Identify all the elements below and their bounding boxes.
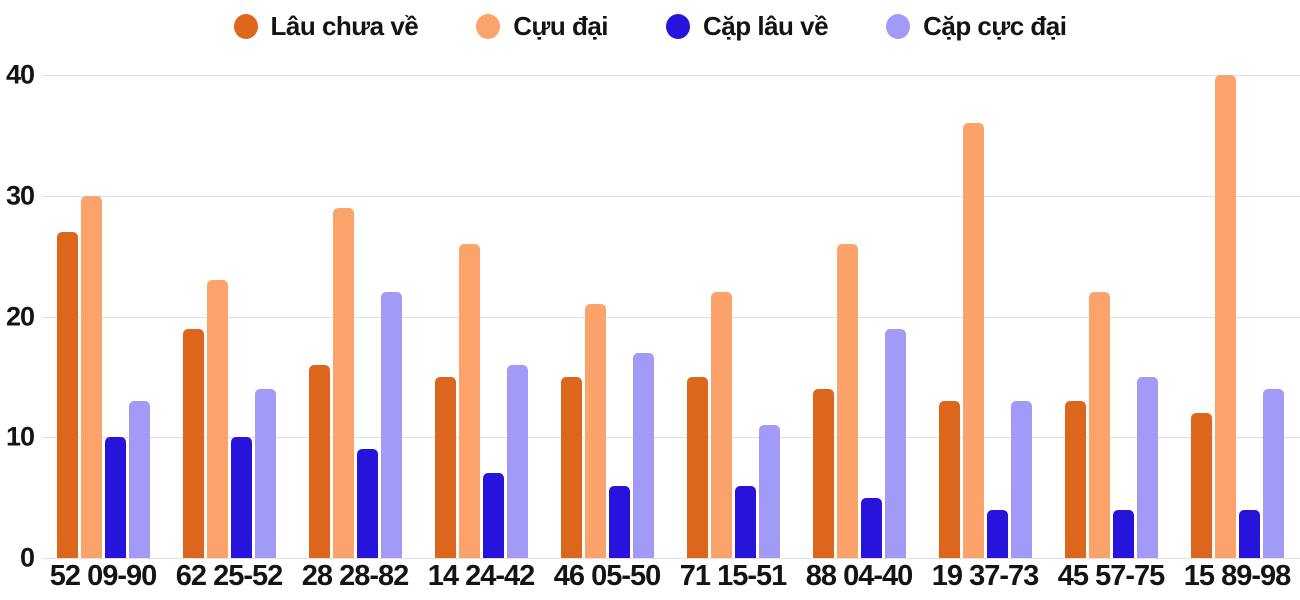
bar-cặp-lâu-về xyxy=(1112,509,1134,558)
bar-cặp-lâu-về xyxy=(230,437,252,558)
legend-label: Cặp cực đại xyxy=(923,10,1067,41)
bar-cặp-cực-đại xyxy=(632,352,654,558)
x-axis-category-label: 71 15-51 xyxy=(679,560,788,592)
bar-cựu-đại xyxy=(80,195,102,558)
bar-cặp-cực-đại xyxy=(380,292,402,558)
bar-cặp-cực-đại xyxy=(506,364,528,558)
bar-lâu-chưa-về xyxy=(938,401,960,558)
bar-cặp-cực-đại xyxy=(1010,401,1032,558)
legend-marker-icon xyxy=(666,13,691,39)
y-axis-tick-label: 10 xyxy=(5,421,35,452)
x-axis: 52 09-90 62 25-52 28 28-82 14 24-42 46 05-50… xyxy=(40,562,1300,591)
bar-groups xyxy=(40,75,1300,558)
bar-cặp-cực-đại xyxy=(884,328,906,558)
bar-group xyxy=(418,75,544,558)
legend-item: Lâu chưa về xyxy=(233,10,419,42)
legend-marker-icon xyxy=(233,13,258,39)
x-axis-category-label: 62 25-52 xyxy=(175,560,284,592)
y-axis: 0 10 20 30 40 xyxy=(0,61,35,571)
legend-marker-icon xyxy=(886,13,911,39)
legend-label: Cặp lâu về xyxy=(703,10,829,41)
legend-marker-icon xyxy=(476,13,501,39)
bar-cựu-đại xyxy=(206,280,228,558)
plot-area xyxy=(40,75,1300,559)
bar-cặp-lâu-về xyxy=(734,485,756,558)
bar-group xyxy=(796,75,922,558)
y-axis-tick-label: 30 xyxy=(5,180,35,211)
bar-cặp-cực-đại xyxy=(1136,376,1158,558)
legend-label: Lâu chưa về xyxy=(270,10,419,41)
x-axis-category-label: 46 05-50 xyxy=(553,560,662,592)
bar-cặp-lâu-về xyxy=(608,485,630,558)
bar-lâu-chưa-về xyxy=(434,376,456,558)
legend-item: Cặp lâu về xyxy=(666,10,829,42)
x-axis-category-label: 52 09-90 xyxy=(49,560,158,592)
bar-cựu-đại xyxy=(332,207,354,558)
gridline xyxy=(42,437,1300,439)
bar-cựu-đại xyxy=(1214,75,1236,558)
bar-lâu-chưa-về xyxy=(182,328,204,558)
bar-group xyxy=(922,75,1048,558)
bar-cặp-lâu-về xyxy=(356,449,378,558)
y-axis-tick-label: 0 xyxy=(19,542,35,573)
bar-cựu-đại xyxy=(1088,292,1110,558)
bar-lâu-chưa-về xyxy=(812,388,834,558)
x-axis-category-label: 28 28-82 xyxy=(301,560,410,592)
legend-item: Cặp cực đại xyxy=(886,10,1067,42)
gridline xyxy=(42,316,1300,318)
chart-legend: Lâu chưa về Cựu đại Cặp lâu về Cặp cực đại xyxy=(0,4,1300,48)
bar-lâu-chưa-về xyxy=(686,376,708,558)
gridline xyxy=(42,195,1300,197)
y-axis-tick-label: 40 xyxy=(5,59,35,90)
bar-group xyxy=(292,75,418,558)
bar-cặp-cực-đại xyxy=(128,401,150,558)
bar-lâu-chưa-về xyxy=(56,231,78,558)
bar-group xyxy=(40,75,166,558)
x-axis-category-label: 15 89-98 xyxy=(1183,560,1292,592)
legend-label: Cựu đại xyxy=(513,10,609,41)
x-axis-category-label: 88 04-40 xyxy=(805,560,914,592)
bar-lâu-chưa-về xyxy=(1190,413,1212,558)
bar-cựu-đại xyxy=(962,123,984,558)
bar-group xyxy=(1174,75,1300,558)
bar-cựu-đại xyxy=(584,304,606,558)
y-axis-tick-label: 20 xyxy=(5,301,35,331)
bar-cặp-cực-đại xyxy=(254,388,276,558)
x-axis-category-label: 14 24-42 xyxy=(427,560,536,592)
bar-cựu-đại xyxy=(458,244,480,558)
bar-group xyxy=(166,75,292,558)
bar-lâu-chưa-về xyxy=(308,364,330,558)
bar-cựu-đại xyxy=(710,292,732,558)
bar-group xyxy=(544,75,670,558)
bar-cặp-lâu-về xyxy=(860,497,882,558)
bar-lâu-chưa-về xyxy=(1064,401,1086,558)
bar-cặp-lâu-về xyxy=(482,473,504,558)
gridline xyxy=(42,558,1300,559)
gridline xyxy=(42,75,1300,76)
legend-item: Cựu đại xyxy=(476,10,609,42)
bar-cặp-lâu-về xyxy=(1238,509,1260,558)
bar-group xyxy=(670,75,796,558)
bar-cặp-lâu-về xyxy=(104,437,126,558)
bar-lâu-chưa-về xyxy=(560,376,582,558)
x-axis-category-label: 19 37-73 xyxy=(931,560,1040,592)
x-axis-category-label: 45 57-75 xyxy=(1057,560,1166,592)
bar-cặp-cực-đại xyxy=(1262,388,1284,558)
bar-group xyxy=(1048,75,1174,558)
bar-cựu-đại xyxy=(836,244,858,558)
bar-cặp-cực-đại xyxy=(758,425,780,558)
bar-cặp-lâu-về xyxy=(986,509,1008,558)
